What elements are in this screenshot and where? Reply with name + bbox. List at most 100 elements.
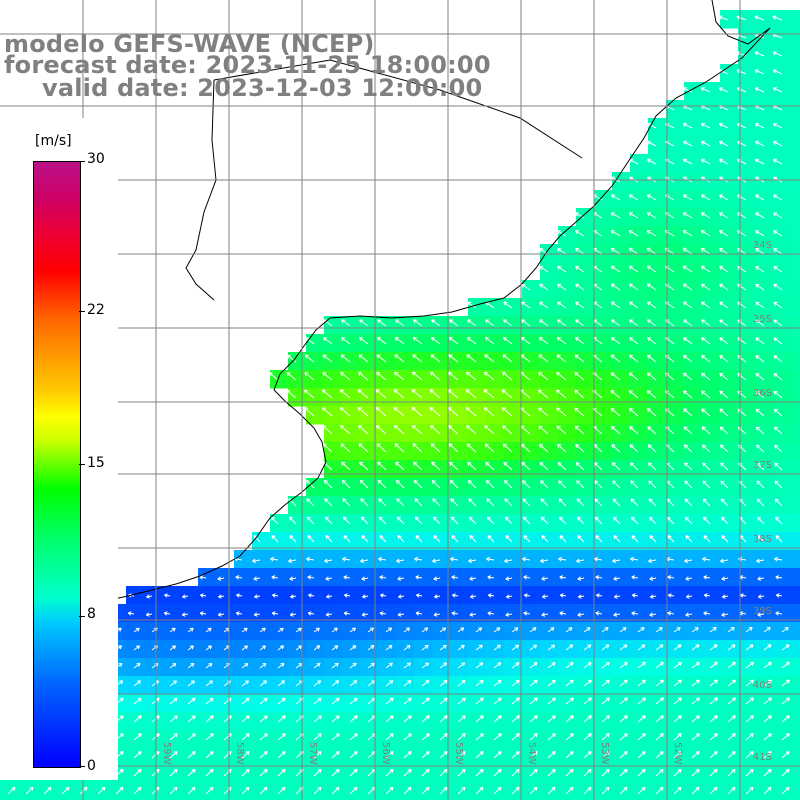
wind-arrow (781, 768, 790, 777)
wind-arrow (709, 715, 718, 723)
wind-arrow (700, 212, 711, 219)
wind-arrow (673, 644, 682, 651)
wind-speed-cell (504, 478, 523, 497)
wind-arrow (432, 558, 441, 564)
wind-speed-cell (648, 136, 667, 155)
wind-arrow (727, 627, 735, 633)
wind-arrow (163, 611, 171, 616)
wind-speed-cell (648, 244, 667, 263)
wind-arrow (655, 644, 664, 651)
wind-speed-cell (504, 784, 523, 800)
wind-speed-cell (594, 406, 613, 425)
wind-speed-cell (720, 460, 739, 479)
wind-speed-cell (738, 280, 757, 299)
wind-speed-cell (234, 586, 253, 605)
wind-speed-cell (702, 478, 721, 497)
wind-speed-cell (450, 550, 469, 569)
wind-arrow (187, 786, 196, 795)
wind-arrow (241, 680, 249, 687)
wind-arrow (631, 575, 639, 580)
wind-arrow (610, 265, 621, 273)
wind-arrow (610, 407, 621, 417)
wind-speed-cell (612, 352, 631, 371)
wind-speed-cell (450, 496, 469, 515)
wind-arrow (304, 389, 315, 399)
wind-speed-cell (378, 568, 397, 587)
wind-arrow (205, 627, 212, 633)
wind-speed-cell (648, 496, 667, 515)
wind-arrow (594, 516, 603, 525)
wind-speed-cell (756, 424, 775, 443)
wind-speed-cell (360, 604, 379, 623)
wind-arrow (377, 479, 387, 489)
wind-arrow (601, 768, 610, 777)
wind-arrow (637, 733, 646, 741)
wind-arrow (754, 15, 765, 21)
wind-arrow (451, 535, 459, 543)
wind-speed-cell (306, 334, 325, 353)
wind-speed-cell (774, 568, 793, 587)
wind-arrow (277, 680, 286, 687)
wind-arrow (610, 194, 621, 201)
wind-arrow (475, 697, 484, 705)
wind-speed-cell (774, 280, 793, 299)
wind-speed-cell (612, 514, 631, 533)
wind-speed-cell (630, 460, 649, 479)
wind-arrow (452, 593, 459, 598)
wind-speed-cell (756, 316, 775, 335)
wind-arrow (539, 283, 549, 291)
wind-arrow (628, 212, 639, 219)
wind-arrow (684, 462, 693, 471)
wind-arrow (277, 768, 286, 777)
wind-arrow (547, 786, 556, 795)
wind-arrow (358, 337, 369, 345)
wind-arrow (691, 751, 700, 759)
wind-arrow (133, 680, 141, 687)
wind-speed-cell (162, 586, 181, 605)
wind-speed-cell (108, 784, 127, 800)
wind-speed-cell (360, 316, 379, 335)
wind-speed-cell (342, 568, 361, 587)
wind-arrow (431, 480, 441, 489)
wind-arrow (667, 575, 675, 580)
wind-arrow (331, 680, 340, 687)
wind-speed-cell (450, 334, 469, 353)
wind-arrow (539, 462, 549, 471)
wind-arrow (703, 535, 711, 543)
wind-speed-cell (774, 46, 793, 65)
wind-speed-cell (504, 406, 523, 425)
wind-speed-cell (792, 568, 800, 587)
wind-speed-cell (414, 388, 433, 407)
wind-arrow (403, 715, 412, 723)
wind-arrow (439, 715, 448, 723)
wind-arrow (773, 355, 783, 363)
wind-arrow (7, 786, 16, 795)
wind-speed-cell (576, 298, 595, 317)
lon-label: 59W (161, 742, 172, 765)
wind-speed-cell (792, 154, 800, 173)
wind-arrow (682, 194, 693, 201)
wind-arrow (304, 354, 315, 363)
wind-speed-cell (540, 334, 559, 353)
wind-speed-cell (756, 550, 775, 569)
wind-arrow (565, 751, 574, 759)
wind-arrow (691, 786, 700, 795)
wind-speed-cell (612, 226, 631, 245)
wind-speed-cell (558, 316, 577, 335)
wind-arrow (559, 611, 567, 616)
wind-speed-cell (324, 370, 343, 389)
wind-arrow (61, 786, 70, 795)
wind-speed-cell (702, 604, 721, 623)
wind-speed-cell (612, 604, 631, 623)
wind-arrow (646, 354, 657, 363)
wind-speed-cell (792, 442, 800, 461)
wind-arrow (781, 697, 790, 705)
wind-speed-cell (306, 496, 325, 515)
wind-arrow (501, 389, 513, 399)
wind-arrow (217, 612, 225, 617)
wind-speed-cell (702, 784, 721, 800)
wind-speed-cell (468, 586, 487, 605)
wind-arrow (487, 611, 495, 616)
wind-arrow (522, 480, 531, 489)
wind-speed-cell (630, 550, 649, 569)
